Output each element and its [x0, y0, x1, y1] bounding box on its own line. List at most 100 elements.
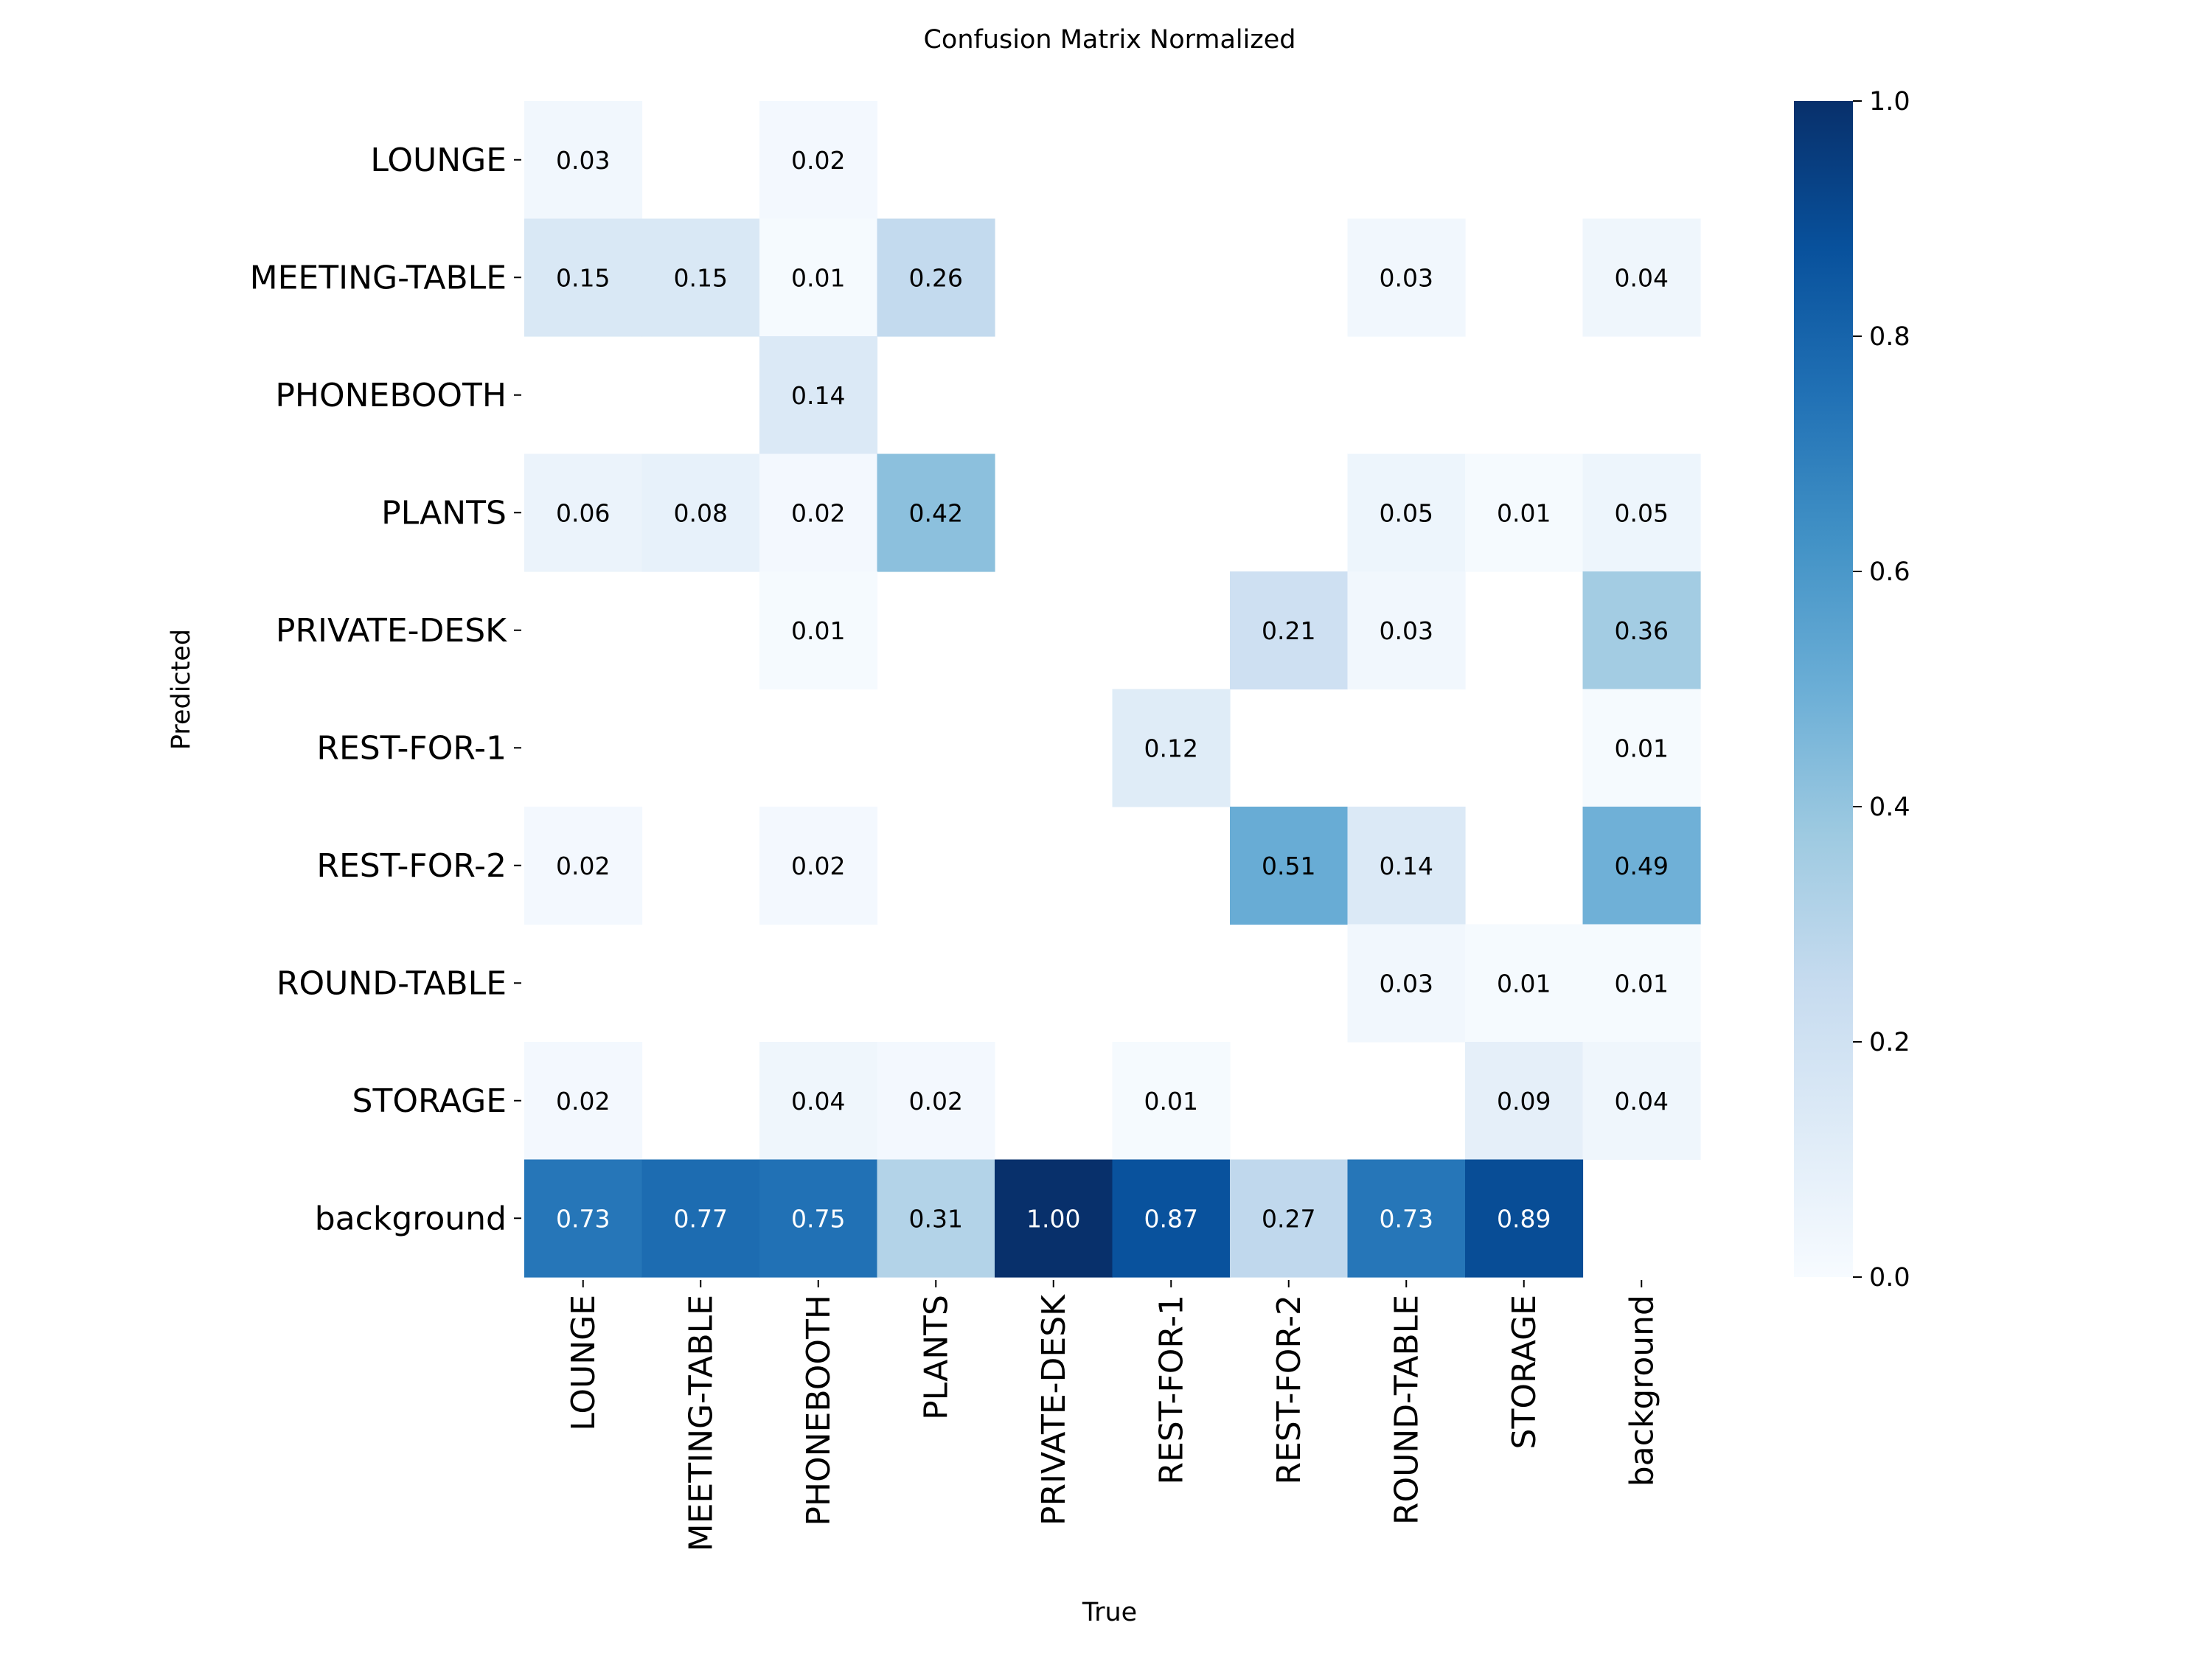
- cell-value-label: 0.01: [1144, 1087, 1198, 1116]
- heatmap-cells: 0.03 0.02 0.15 0.15 0.01 0.26 0.03 0.04 0.14 0.06…: [524, 101, 1701, 1278]
- cell-value-label: 0.03: [1380, 263, 1433, 292]
- y-tick-label: PRIVATE-DESK: [276, 612, 507, 650]
- cell-value-label: 0.14: [1380, 852, 1433, 880]
- heatmap-cell: [1465, 453, 1584, 572]
- cell-value-label: 0.89: [1497, 1204, 1551, 1233]
- cell-value-label: 0.02: [791, 146, 845, 175]
- cell-value-label: 0.21: [1262, 616, 1315, 645]
- cell-value-label: 0.31: [909, 1204, 963, 1233]
- cell-value-label: 0.04: [1615, 1087, 1669, 1116]
- cell-value-label: 0.01: [1615, 969, 1669, 998]
- x-tick-label: background: [1623, 1295, 1660, 1486]
- heatmap-cell: [641, 453, 760, 572]
- cell-value-label: 0.09: [1497, 1087, 1551, 1116]
- cell-value-label: 0.02: [791, 498, 845, 527]
- x-tick-label: PLANTS: [917, 1295, 955, 1420]
- x-axis-label: True: [1082, 1598, 1137, 1627]
- heatmap-cell: [759, 807, 878, 925]
- cell-value-label: 0.02: [909, 1087, 963, 1116]
- heatmap-cell: [759, 453, 878, 572]
- heatmap-cell: [1347, 1159, 1466, 1278]
- heatmap-cell: [1112, 1159, 1231, 1278]
- heatmap-cell: [1347, 218, 1466, 337]
- cell-value-label: 0.27: [1262, 1204, 1315, 1233]
- x-tick-labels: LOUNGE MEETING-TABLE PHONEBOOTH PLANTS PRIVA…: [565, 1280, 1660, 1551]
- heatmap-cell: [641, 218, 760, 337]
- colorbar-gradient: [1794, 101, 1853, 1277]
- y-tick-labels: LOUNGE MEETING-TABLE PHONEBOOTH PLANTS PRIVA…: [250, 142, 521, 1237]
- colorbar-tick-label: 0.6: [1869, 557, 1910, 587]
- cell-value-label: 0.03: [1380, 616, 1433, 645]
- heatmap-cell: [1347, 453, 1466, 572]
- heatmap-cell: [524, 453, 643, 572]
- heatmap-cell: [524, 1042, 643, 1161]
- cell-value-label: 0.05: [1615, 498, 1669, 527]
- heatmap-cell: [1465, 924, 1584, 1043]
- x-tick-label: PHONEBOOTH: [800, 1295, 838, 1526]
- cell-value-label: 0.04: [791, 1087, 845, 1116]
- cell-value-label: 0.77: [674, 1204, 728, 1233]
- colorbar: 0.0 0.2 0.4 0.6 0.8 1.0: [1794, 87, 1910, 1293]
- heatmap-cell: [1230, 807, 1349, 925]
- y-tick-label: background: [315, 1200, 507, 1237]
- cell-value-label: 0.02: [556, 852, 610, 880]
- chart-title: Confusion Matrix Normalized: [923, 25, 1295, 55]
- cell-value-label: 0.14: [791, 381, 845, 410]
- y-tick-label: MEETING-TABLE: [250, 259, 507, 296]
- heatmap-cell: [1465, 1159, 1584, 1278]
- heatmap-cell: [759, 1042, 878, 1161]
- y-tick-label: STORAGE: [352, 1082, 507, 1120]
- x-tick-label: REST-FOR-1: [1152, 1295, 1190, 1485]
- cell-value-label: 0.01: [1615, 734, 1669, 762]
- y-tick-label: LOUNGE: [370, 142, 507, 179]
- cell-value-label: 0.36: [1615, 616, 1669, 645]
- heatmap-cell: [1582, 924, 1701, 1043]
- colorbar-tick-label: 0.4: [1869, 793, 1910, 822]
- y-tick-label: PHONEBOOTH: [275, 377, 507, 414]
- heatmap-cell: [1230, 1159, 1349, 1278]
- heatmap-cell: [877, 1042, 995, 1161]
- heatmap-cell: [1582, 1042, 1701, 1161]
- cell-value-label: 0.01: [1497, 498, 1551, 527]
- colorbar-tick-label: 1.0: [1869, 87, 1910, 116]
- heatmap-cell: [877, 453, 995, 572]
- cell-value-label: 0.06: [556, 498, 610, 527]
- x-tick-label: LOUNGE: [565, 1295, 602, 1431]
- colorbar-tick-label: 0.0: [1869, 1263, 1910, 1293]
- heatmap-cell: [524, 1159, 643, 1278]
- cell-value-label: 0.04: [1615, 263, 1669, 292]
- cell-value-label: 0.51: [1262, 852, 1315, 880]
- cell-value-label: 0.02: [556, 1087, 610, 1116]
- cell-value-label: 0.15: [556, 263, 610, 292]
- x-tick-label: STORAGE: [1506, 1295, 1543, 1449]
- cell-value-label: 0.03: [556, 146, 610, 175]
- cell-value-label: 0.01: [791, 263, 845, 292]
- cell-value-label: 0.02: [791, 852, 845, 880]
- heatmap-cell: [995, 1159, 1113, 1278]
- heatmap-cell: [1347, 571, 1466, 690]
- heatmap-cell: [877, 218, 995, 337]
- heatmap-cell: [641, 1159, 760, 1278]
- heatmap-cell: [1347, 924, 1466, 1043]
- heatmap-cell: [1347, 807, 1466, 925]
- heatmap-cell: [1582, 807, 1701, 925]
- heatmap-cell: [1582, 571, 1701, 690]
- heatmap-cell: [1582, 218, 1701, 337]
- x-tick-label: PRIVATE-DESK: [1035, 1294, 1073, 1526]
- cell-value-label: 0.01: [1497, 969, 1551, 998]
- heatmap-cell: [1112, 689, 1231, 807]
- colorbar-tick-label: 0.2: [1869, 1028, 1910, 1057]
- cell-value-label: 0.08: [674, 498, 728, 527]
- heatmap-cell: [759, 571, 878, 690]
- cell-value-label: 0.87: [1144, 1204, 1198, 1233]
- cell-value-label: 0.12: [1144, 734, 1198, 762]
- y-tick-label: ROUND-TABLE: [276, 964, 507, 1002]
- cell-value-label: 1.00: [1026, 1204, 1080, 1233]
- cell-value-label: 0.03: [1380, 969, 1433, 998]
- cell-value-label: 0.05: [1380, 498, 1433, 527]
- heatmap-cell: [1112, 1042, 1231, 1161]
- heatmap-cell: [1582, 689, 1701, 807]
- heatmap-cell: [524, 218, 643, 337]
- y-axis-label: Predicted: [167, 629, 196, 750]
